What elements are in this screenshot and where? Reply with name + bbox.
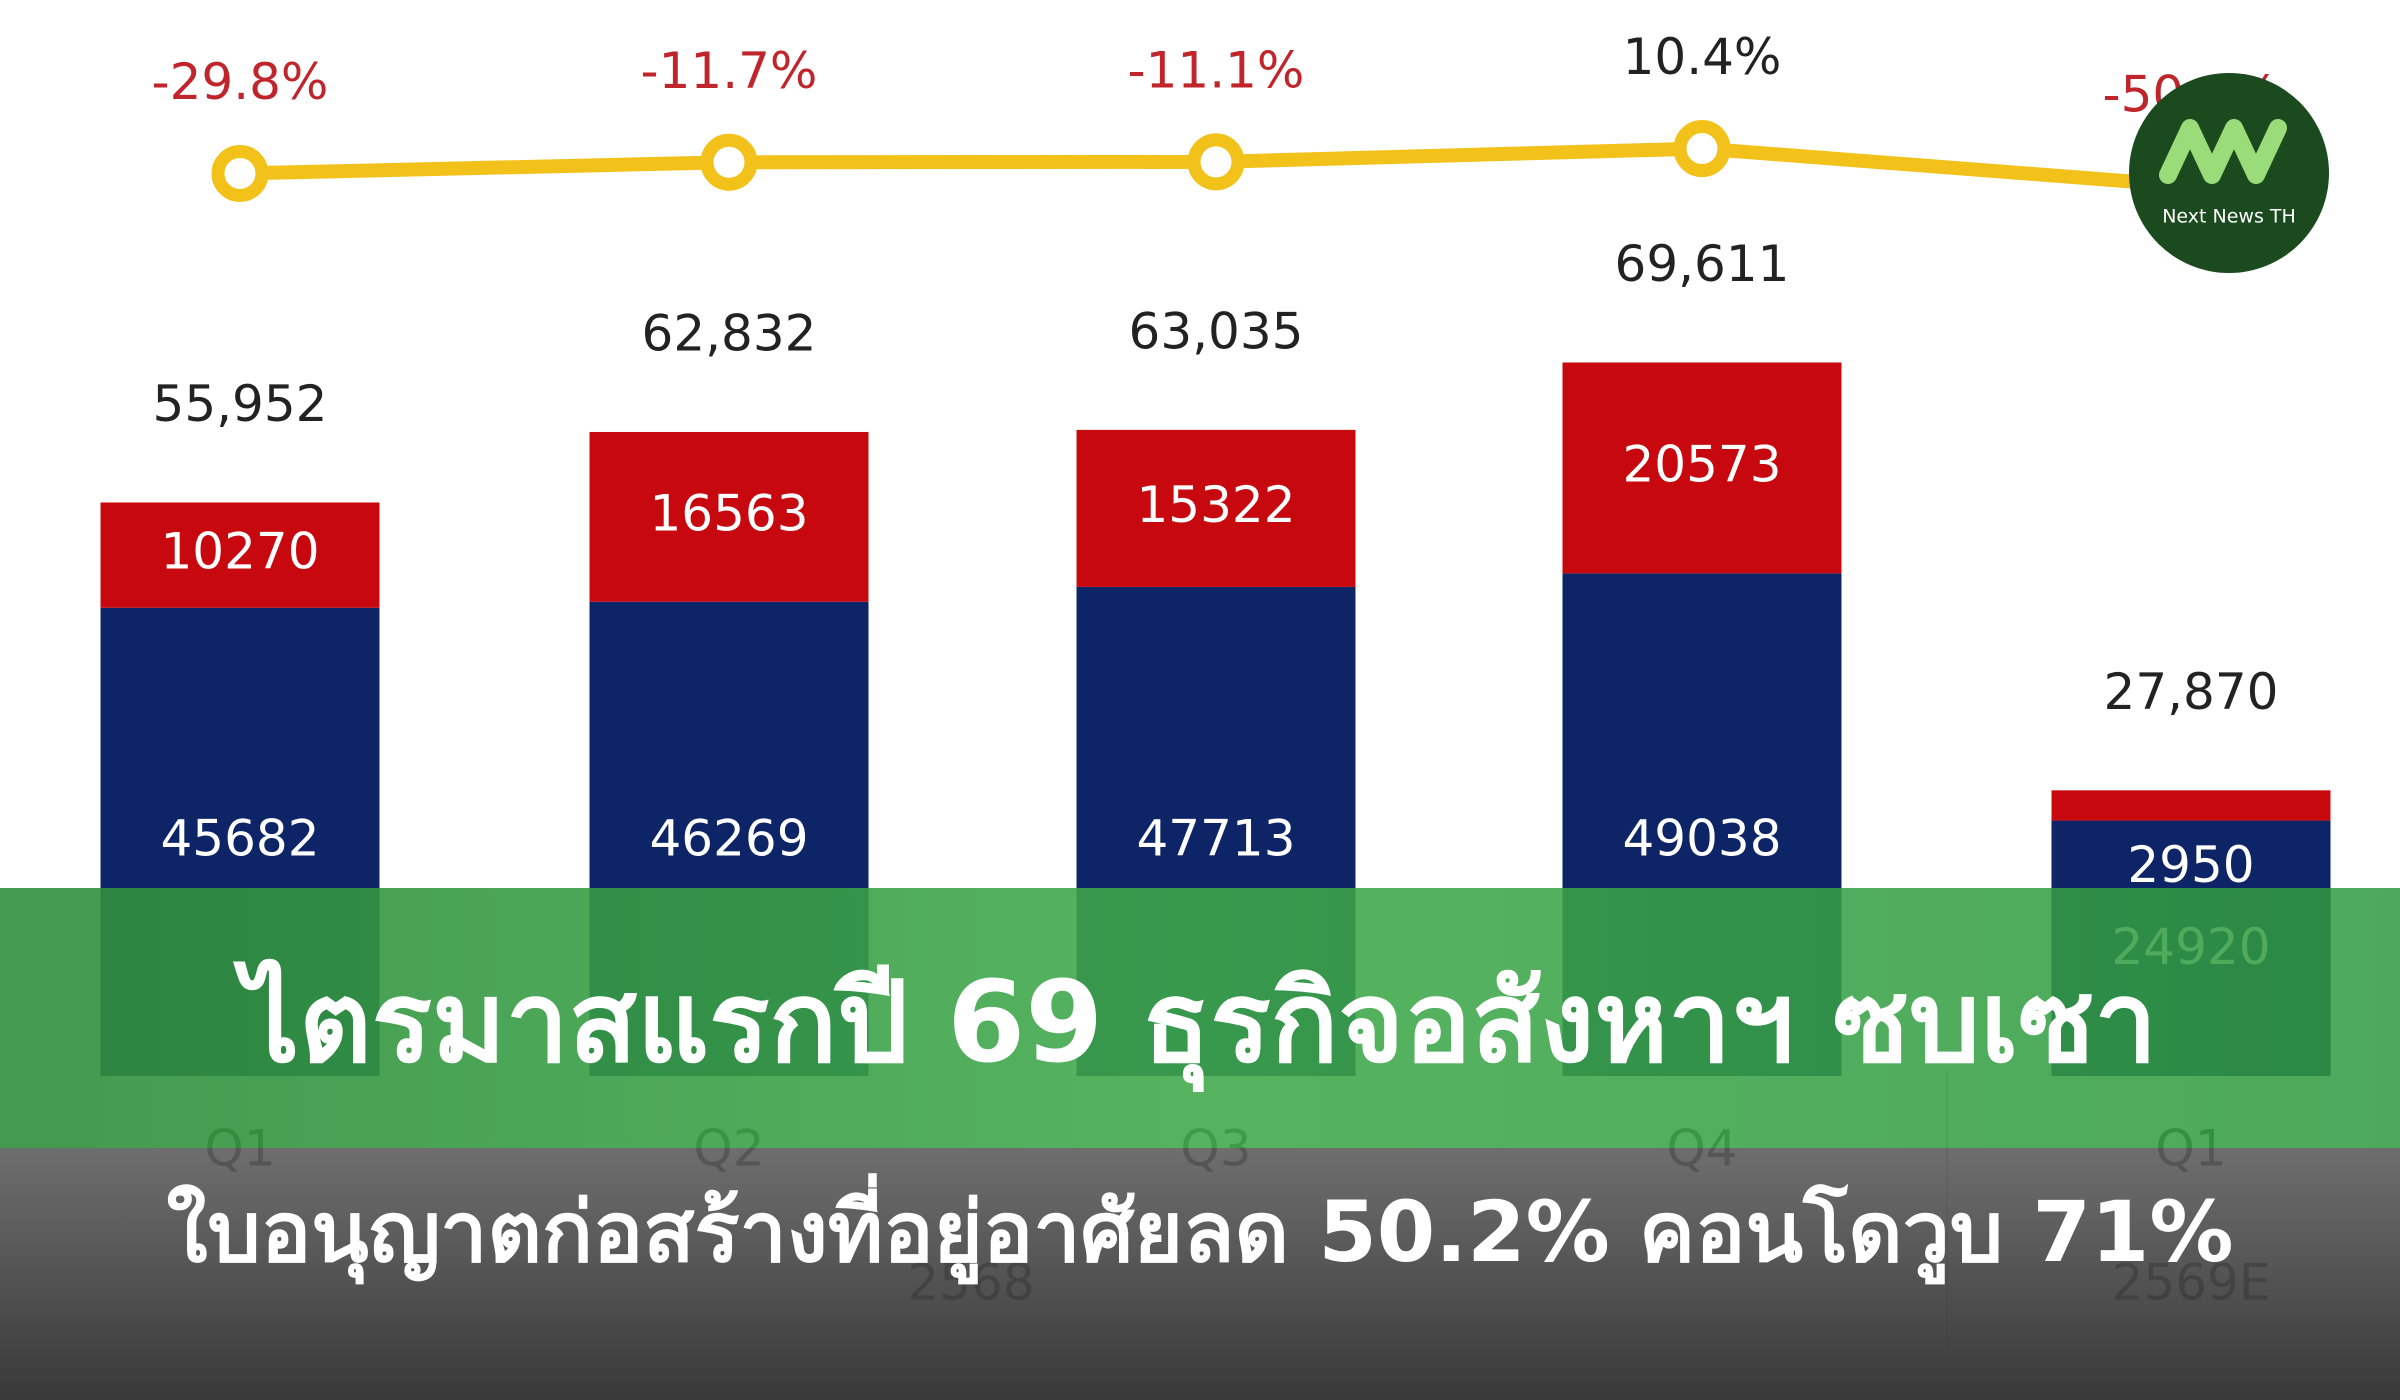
growth-label: 10.4% <box>1623 28 1782 86</box>
bar-segment <box>2051 790 2331 821</box>
growth-label: -11.1% <box>1128 41 1305 99</box>
logo-circle <box>2129 73 2329 273</box>
segment-label: 16563 <box>649 484 808 542</box>
bar-segment <box>589 431 869 602</box>
segment-label: 15322 <box>1136 476 1295 534</box>
headline-overlay: ไตรมาสแรกปี 69 ธุรกิจอสังหาฯ ซบเซา ใบอนุ… <box>0 888 2400 1400</box>
growth-point <box>700 133 758 191</box>
growth-point <box>1187 133 1245 191</box>
total-label: 27,870 <box>2104 663 2279 721</box>
total-label: 63,035 <box>1129 302 1304 360</box>
bar-segment <box>1562 362 1842 574</box>
segment-label: 49038 <box>1622 810 1781 868</box>
bar-segment <box>100 502 380 608</box>
segment-label: 2950 <box>2127 836 2254 894</box>
segment-label: 46269 <box>649 810 808 868</box>
dark-band <box>0 1148 2400 1400</box>
logo-text: Next News TH <box>2162 206 2296 228</box>
segment-label: 47713 <box>1136 810 1295 868</box>
growth-label: -11.7% <box>641 42 818 100</box>
growth-point <box>1673 120 1731 178</box>
green-band <box>0 888 2400 1148</box>
logo-mark <box>2159 119 2287 184</box>
logo: Next News TH <box>2129 73 2329 273</box>
segment-label: 45682 <box>160 810 319 868</box>
total-label: 62,832 <box>642 304 817 362</box>
growth-point <box>211 144 269 202</box>
bar-segment <box>1076 429 1356 587</box>
headline-subtitle: ใบอนุญาตก่อสร้างที่อยู่อาศัยลด 50.2% คอน… <box>166 1173 2233 1285</box>
headline-title: ไตรมาสแรกปี 69 ธุรกิจอสังหาฯ ซบเซา <box>233 958 2158 1093</box>
total-label: 55,952 <box>153 375 328 433</box>
growth-label: -29.8% <box>152 53 329 111</box>
segment-label: 20573 <box>1622 435 1781 493</box>
segment-label: 10270 <box>160 523 319 581</box>
total-label: 69,611 <box>1615 235 1790 293</box>
